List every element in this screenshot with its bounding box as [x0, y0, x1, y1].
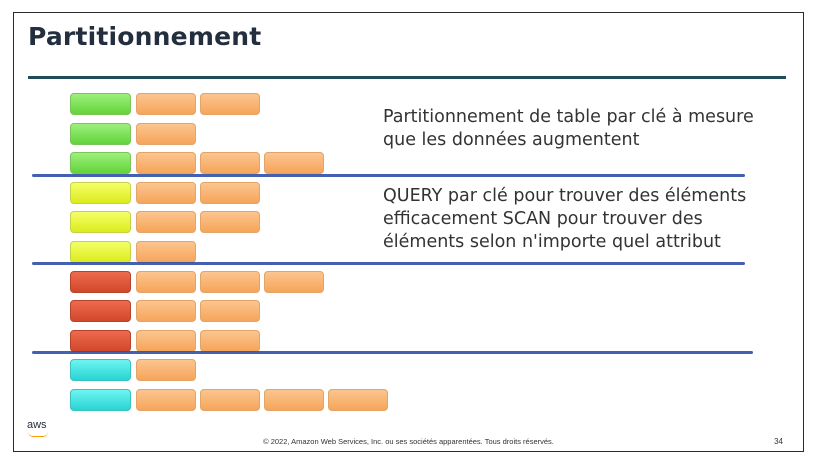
partition-key-yellow [70, 182, 131, 204]
partition-key-yellow [70, 211, 131, 233]
item-cell [200, 182, 260, 204]
item-cell [136, 152, 196, 174]
item-cell [200, 152, 260, 174]
item-cell [136, 300, 196, 322]
partition-key-red [70, 300, 131, 322]
description-2-line-1: QUERY par clé pour trouver des éléments [383, 186, 747, 206]
item-cell [328, 389, 388, 411]
item-cell [136, 93, 196, 115]
item-cell [264, 152, 324, 174]
item-cell [200, 389, 260, 411]
description-1-line-1: Partitionnement de table par clé à mesur… [383, 107, 754, 127]
aws-smile-icon [28, 432, 48, 437]
partition-key-green [70, 93, 131, 115]
item-cell [200, 271, 260, 293]
partition-separator-1 [32, 174, 745, 177]
page-number: 34 [774, 437, 783, 446]
partition-key-red [70, 271, 131, 293]
item-cell [136, 389, 196, 411]
aws-logo-text: aws [27, 419, 47, 431]
description-2-line-2: efficacement SCAN pour trouver des [383, 209, 703, 229]
partition-key-cyan [70, 389, 131, 411]
partition-separator-2 [32, 262, 745, 265]
item-cell [200, 93, 260, 115]
description-1-line-2: que les données augmentent [383, 130, 640, 150]
description-1: Partitionnement de table par clé à mesur… [383, 106, 754, 152]
item-cell [200, 300, 260, 322]
item-cell [264, 271, 324, 293]
partition-key-green [70, 152, 131, 174]
item-cell [200, 330, 260, 352]
copyright-footer: © 2022, Amazon Web Services, Inc. ou ses… [263, 437, 554, 446]
partition-separator-3 [32, 351, 753, 354]
title-divider [28, 76, 786, 79]
item-cell [136, 123, 196, 145]
partition-key-red [70, 330, 131, 352]
item-cell [136, 241, 196, 263]
item-cell [136, 211, 196, 233]
description-2-line-3: éléments selon n'importe quel attribut [383, 232, 721, 252]
partition-key-green [70, 123, 131, 145]
item-cell [136, 330, 196, 352]
partition-key-yellow [70, 241, 131, 263]
description-2: QUERY par clé pour trouver des éléments … [383, 185, 746, 254]
slide-title: Partitionnement [28, 22, 262, 51]
item-cell [264, 389, 324, 411]
item-cell [136, 359, 196, 381]
item-cell [136, 271, 196, 293]
aws-logo: aws [27, 420, 55, 440]
partition-key-cyan [70, 359, 131, 381]
item-cell [200, 211, 260, 233]
item-cell [136, 182, 196, 204]
